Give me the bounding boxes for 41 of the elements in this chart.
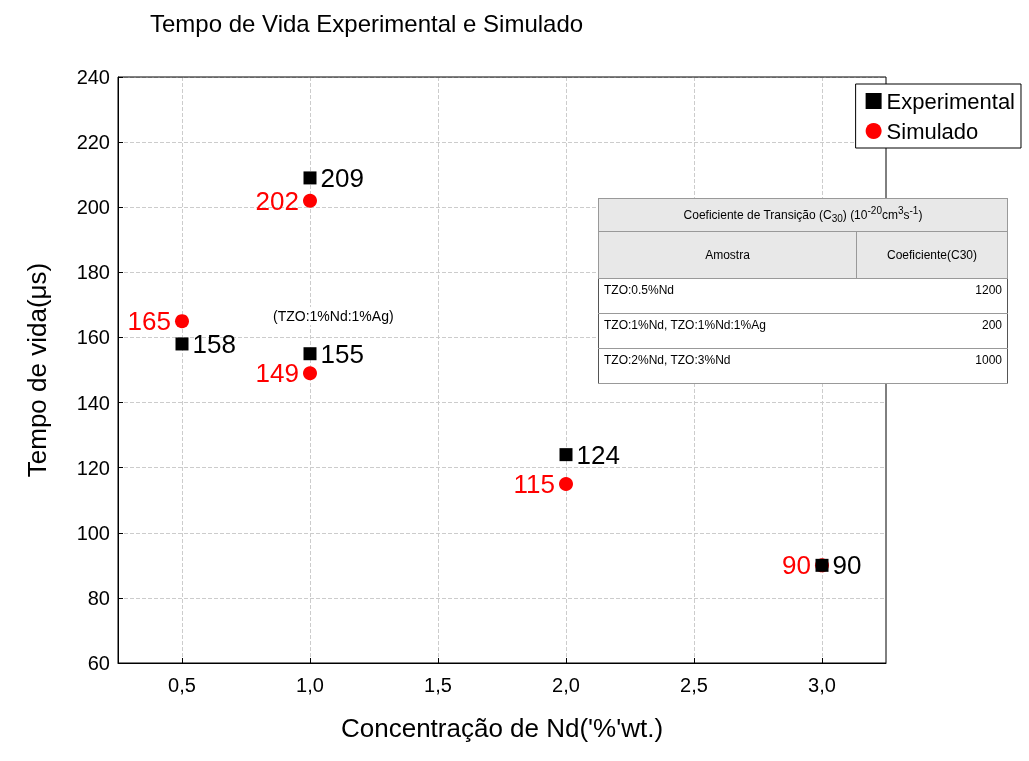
x-axis-title: Concentração de Nd('%'wt.) <box>340 713 664 743</box>
x-tick-label: 3,0 <box>808 674 836 696</box>
annotation: TZO:0.5%Nd <box>598 278 857 314</box>
data-label: 149 <box>255 358 299 389</box>
data-label: 155 <box>320 338 364 369</box>
y-tick-label: 60 <box>87 652 110 674</box>
data-label: 115 <box>513 468 555 499</box>
x-tick-label: 0,5 <box>168 674 196 696</box>
data-label: 158 <box>192 328 236 359</box>
text: 200 <box>981 318 1002 332</box>
annotation: TZO:1%Nd, TZO:1%Nd:1%Ag <box>598 313 857 349</box>
data-label: 90 <box>782 550 811 581</box>
y-tick-label: 80 <box>87 586 110 609</box>
data-label: 209 <box>320 162 364 193</box>
y-tick-label: 240 <box>76 66 110 88</box>
data-label: 124 <box>576 439 620 470</box>
y-tick-label: 160 <box>76 326 110 349</box>
text: Coeficiente(C30) <box>886 248 978 262</box>
text: 1200 <box>975 283 1002 297</box>
y-tick-label: 180 <box>76 261 110 284</box>
x-tick-label: 2,0 <box>552 674 580 696</box>
annotation: Amostra <box>598 231 857 279</box>
y-tick-label: 200 <box>76 196 110 219</box>
text: Coeficiente de Transição (C$_{30}$) (10$^{-20}$cm$^{3}$s$^{-1}$) <box>683 205 923 225</box>
legend-label: Simulado <box>886 118 979 144</box>
data-label: 90 <box>832 550 862 581</box>
chart-title: Tempo de Vida Experimental e Simulado <box>150 9 584 37</box>
y-axis-title: Tempo de vida(μs) <box>22 262 52 478</box>
y-tick-label: 220 <box>76 131 110 154</box>
x-tick-label: 2,5 <box>680 674 708 696</box>
annotation: (TZO:1%Nd:1%Ag) <box>270 306 397 325</box>
x-tick-label: 1,0 <box>296 674 324 696</box>
legend-label: Experimental <box>886 88 1015 114</box>
data-label: 165 <box>127 306 171 337</box>
text: 1000 <box>975 353 1002 367</box>
y-tick-label: 140 <box>76 391 110 414</box>
annotation: TZO:2%Nd, TZO:3%Nd <box>598 348 857 384</box>
data-label: 202 <box>255 185 299 216</box>
y-tick-label: 100 <box>76 521 110 544</box>
y-tick-label: 120 <box>76 456 110 479</box>
x-tick-label: 1,5 <box>424 674 452 696</box>
